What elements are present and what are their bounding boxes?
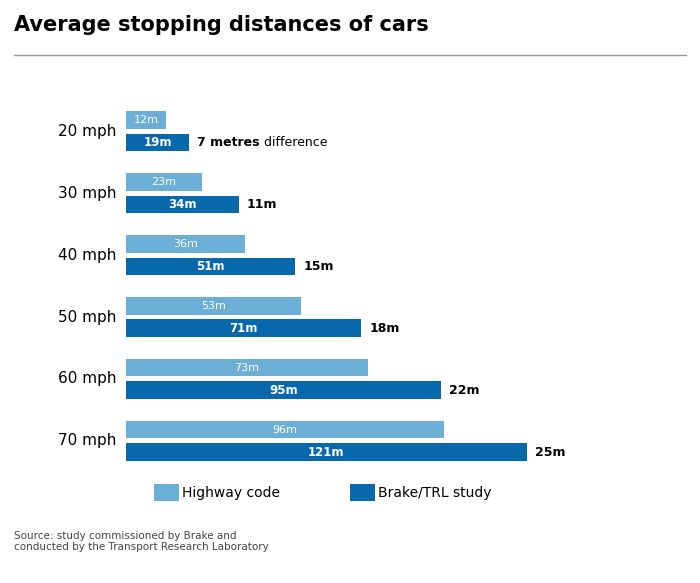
Bar bbox=[126, 381, 440, 399]
Text: 50 mph: 50 mph bbox=[57, 310, 116, 325]
Text: 34m: 34m bbox=[168, 198, 197, 211]
Text: Highway code: Highway code bbox=[182, 486, 280, 500]
Text: 51m: 51m bbox=[196, 259, 225, 273]
Text: 70 mph: 70 mph bbox=[57, 433, 116, 448]
Text: Brake/TRL study: Brake/TRL study bbox=[378, 486, 491, 500]
Text: 30 mph: 30 mph bbox=[57, 185, 116, 201]
Text: 53m: 53m bbox=[202, 301, 226, 311]
Text: 95m: 95m bbox=[269, 384, 298, 396]
Text: 23m: 23m bbox=[152, 177, 176, 187]
Bar bbox=[126, 235, 245, 252]
Text: 15m: 15m bbox=[303, 259, 334, 273]
Bar bbox=[126, 111, 166, 129]
Text: Average stopping distances of cars: Average stopping distances of cars bbox=[14, 15, 428, 34]
Bar bbox=[126, 444, 526, 461]
Text: difference: difference bbox=[260, 136, 327, 149]
Text: PA: PA bbox=[610, 539, 643, 563]
Bar bbox=[126, 319, 361, 337]
Text: 18m: 18m bbox=[370, 322, 400, 335]
Bar bbox=[126, 297, 302, 315]
Text: 40 mph: 40 mph bbox=[57, 248, 116, 262]
Text: 12m: 12m bbox=[134, 115, 158, 125]
Text: 121m: 121m bbox=[308, 445, 344, 459]
Text: 20 mph: 20 mph bbox=[57, 124, 116, 139]
Bar bbox=[126, 258, 295, 275]
Text: 71m: 71m bbox=[230, 322, 258, 335]
Text: 11m: 11m bbox=[247, 198, 277, 211]
Bar bbox=[126, 196, 239, 213]
Text: 36m: 36m bbox=[173, 239, 198, 249]
Text: Source: study commissioned by Brake and
conducted by the Transport Research Labo: Source: study commissioned by Brake and … bbox=[14, 531, 269, 552]
Text: 7 metres: 7 metres bbox=[197, 136, 260, 149]
Text: 19m: 19m bbox=[144, 136, 172, 149]
Text: 96m: 96m bbox=[272, 425, 298, 435]
Bar bbox=[126, 359, 368, 377]
Text: 25m: 25m bbox=[535, 445, 566, 459]
Text: 73m: 73m bbox=[234, 363, 259, 373]
Bar bbox=[126, 173, 202, 191]
Text: 22m: 22m bbox=[449, 384, 480, 396]
Bar bbox=[126, 421, 444, 438]
Text: 60 mph: 60 mph bbox=[57, 371, 116, 387]
Bar bbox=[126, 134, 189, 151]
